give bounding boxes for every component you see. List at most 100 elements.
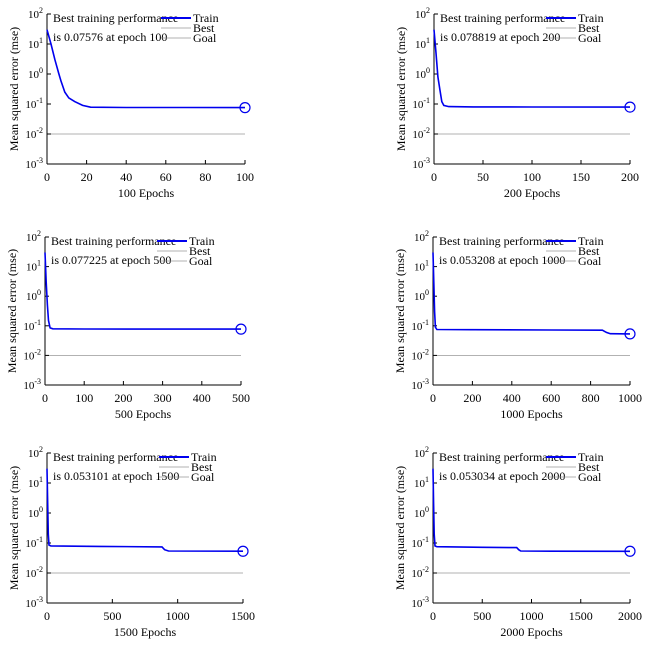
legend-entry-best: Best [189, 244, 211, 258]
x-axis-label: 1500 Epochs [114, 625, 177, 639]
x-tick-label: 1500 [231, 609, 255, 623]
y-tick-label: 102 [415, 6, 430, 21]
best-point-marker [624, 328, 636, 340]
y-axis-label: Mean squared error (mse) [5, 249, 19, 373]
x-axis-label: 1000 Epochs [500, 407, 563, 421]
y-tick-label: 10-3 [23, 377, 41, 392]
y-tick-label: 10-1 [411, 318, 429, 333]
legend-entry-goal: Goal [193, 31, 217, 45]
legend-entry-train: Train [578, 11, 604, 25]
train-series-line [432, 252, 631, 335]
y-tick-label: 100 [28, 505, 43, 520]
x-tick-label: 50 [477, 170, 489, 184]
x-tick-label: 0 [44, 170, 50, 184]
x-tick-label: 100 [236, 170, 254, 184]
best-performance-annotation: is 0.07576 at epoch 100 [53, 30, 167, 44]
x-tick-label: 20 [81, 170, 93, 184]
y-axis-label: Mean squared error (mse) [7, 466, 21, 590]
x-tick-label: 200 [114, 391, 132, 405]
y-tick-label: 100 [415, 66, 430, 81]
x-tick-label: 0 [430, 391, 436, 405]
best-point-marker [624, 545, 636, 557]
chart-panel-5: 102 101 100 10-1 10-2 10-30 500 1000 1500 Best tr… [7, 445, 255, 639]
x-tick-label: 400 [193, 391, 211, 405]
x-tick-label: 80 [199, 170, 211, 184]
y-tick-label: 10-3 [25, 156, 43, 171]
y-tick-label: 10-1 [25, 535, 43, 550]
y-tick-label: 10-3 [412, 156, 430, 171]
legend-entry-best: Best [191, 460, 213, 474]
best-performance-annotation: is 0.053034 at epoch 2000 [439, 469, 565, 483]
train-series-line [46, 29, 246, 109]
y-tick-label: 100 [26, 288, 41, 303]
x-tick-label: 1000 [520, 609, 544, 623]
y-tick-label: 102 [28, 445, 43, 460]
best-performance-annotation: is 0.078819 at epoch 200 [440, 30, 560, 44]
x-tick-label: 300 [154, 391, 172, 405]
x-tick-label: 500 [473, 609, 491, 623]
x-tick-label: 100 [523, 170, 541, 184]
y-tick-label: 10-2 [411, 347, 429, 362]
chart-panel-1: 102 101 100 10-1 10-2 10-30 20 40 60 80 100 Best tr… [7, 6, 254, 200]
x-tick-label: 0 [430, 609, 436, 623]
legend-entry-train: Train [191, 450, 217, 464]
legend-entry-goal: Goal [191, 470, 215, 484]
y-tick-label: 102 [414, 445, 429, 460]
legend-entry-goal: Goal [578, 31, 602, 45]
x-tick-label: 800 [582, 391, 600, 405]
best-performance-annotation: Best training performance [439, 234, 564, 248]
train-series-line [432, 468, 631, 553]
y-tick-label: 100 [414, 288, 429, 303]
x-tick-label: 1500 [569, 609, 593, 623]
train-series-line [433, 29, 631, 108]
x-tick-label: 150 [572, 170, 590, 184]
best-performance-annotation: is 0.053208 at epoch 1000 [439, 253, 565, 267]
x-tick-label: 500 [232, 391, 250, 405]
best-point-marker [624, 101, 636, 113]
best-performance-annotation: is 0.077225 at epoch 500 [51, 253, 171, 267]
x-axis-label: 500 Epochs [115, 407, 172, 421]
y-tick-label: 101 [414, 475, 429, 490]
legend-entry-best: Best [578, 244, 600, 258]
chart-panel-6: 102 101 100 10-1 10-2 10-30 500 1000 1500 2000 Bes… [393, 445, 642, 639]
legend-entry-train: Train [189, 234, 215, 248]
x-axis-label: 100 Epochs [118, 186, 175, 200]
legend-entry-goal: Goal [578, 470, 602, 484]
x-tick-label: 2000 [618, 609, 642, 623]
x-tick-label: 200 [621, 170, 639, 184]
legend-entry-best: Best [578, 460, 600, 474]
best-performance-annotation: Best training performance [53, 11, 178, 25]
y-tick-label: 10-1 [23, 318, 41, 333]
chart-panel-3: 102 101 100 10-1 10-2 10-30 100 200 300 400 500 Bes… [5, 229, 250, 421]
x-tick-label: 60 [160, 170, 172, 184]
y-tick-label: 10-1 [25, 96, 43, 111]
best-performance-annotation: Best training performance [53, 450, 178, 464]
y-tick-label: 10-1 [412, 96, 430, 111]
chart-panel-2: 102 101 100 10-1 10-2 10-30 50 100 150 200 Best tr… [394, 6, 639, 200]
y-tick-label: 10-1 [411, 535, 429, 550]
y-tick-label: 100 [414, 505, 429, 520]
x-tick-label: 100 [75, 391, 93, 405]
legend-entry-best: Best [578, 21, 600, 35]
legend-entry-goal: Goal [578, 254, 602, 268]
x-tick-label: 0 [42, 391, 48, 405]
x-tick-label: 200 [463, 391, 481, 405]
x-axis-label: 200 Epochs [504, 186, 561, 200]
best-performance-annotation: Best training performance [51, 234, 176, 248]
y-tick-label: 10-2 [23, 347, 41, 362]
x-tick-label: 0 [44, 609, 50, 623]
train-series-line [44, 252, 241, 330]
y-tick-label: 101 [26, 259, 41, 274]
y-tick-label: 101 [414, 259, 429, 274]
best-performance-annotation: Best training performance [440, 11, 565, 25]
y-tick-label: 10-3 [411, 595, 429, 610]
y-tick-label: 10-2 [25, 126, 43, 141]
train-series-line [46, 468, 244, 553]
best-point-marker [237, 545, 249, 557]
x-tick-label: 40 [120, 170, 132, 184]
best-point-marker [235, 323, 247, 335]
y-tick-label: 10-3 [25, 595, 43, 610]
y-tick-label: 102 [28, 6, 43, 21]
y-tick-label: 101 [415, 36, 430, 51]
